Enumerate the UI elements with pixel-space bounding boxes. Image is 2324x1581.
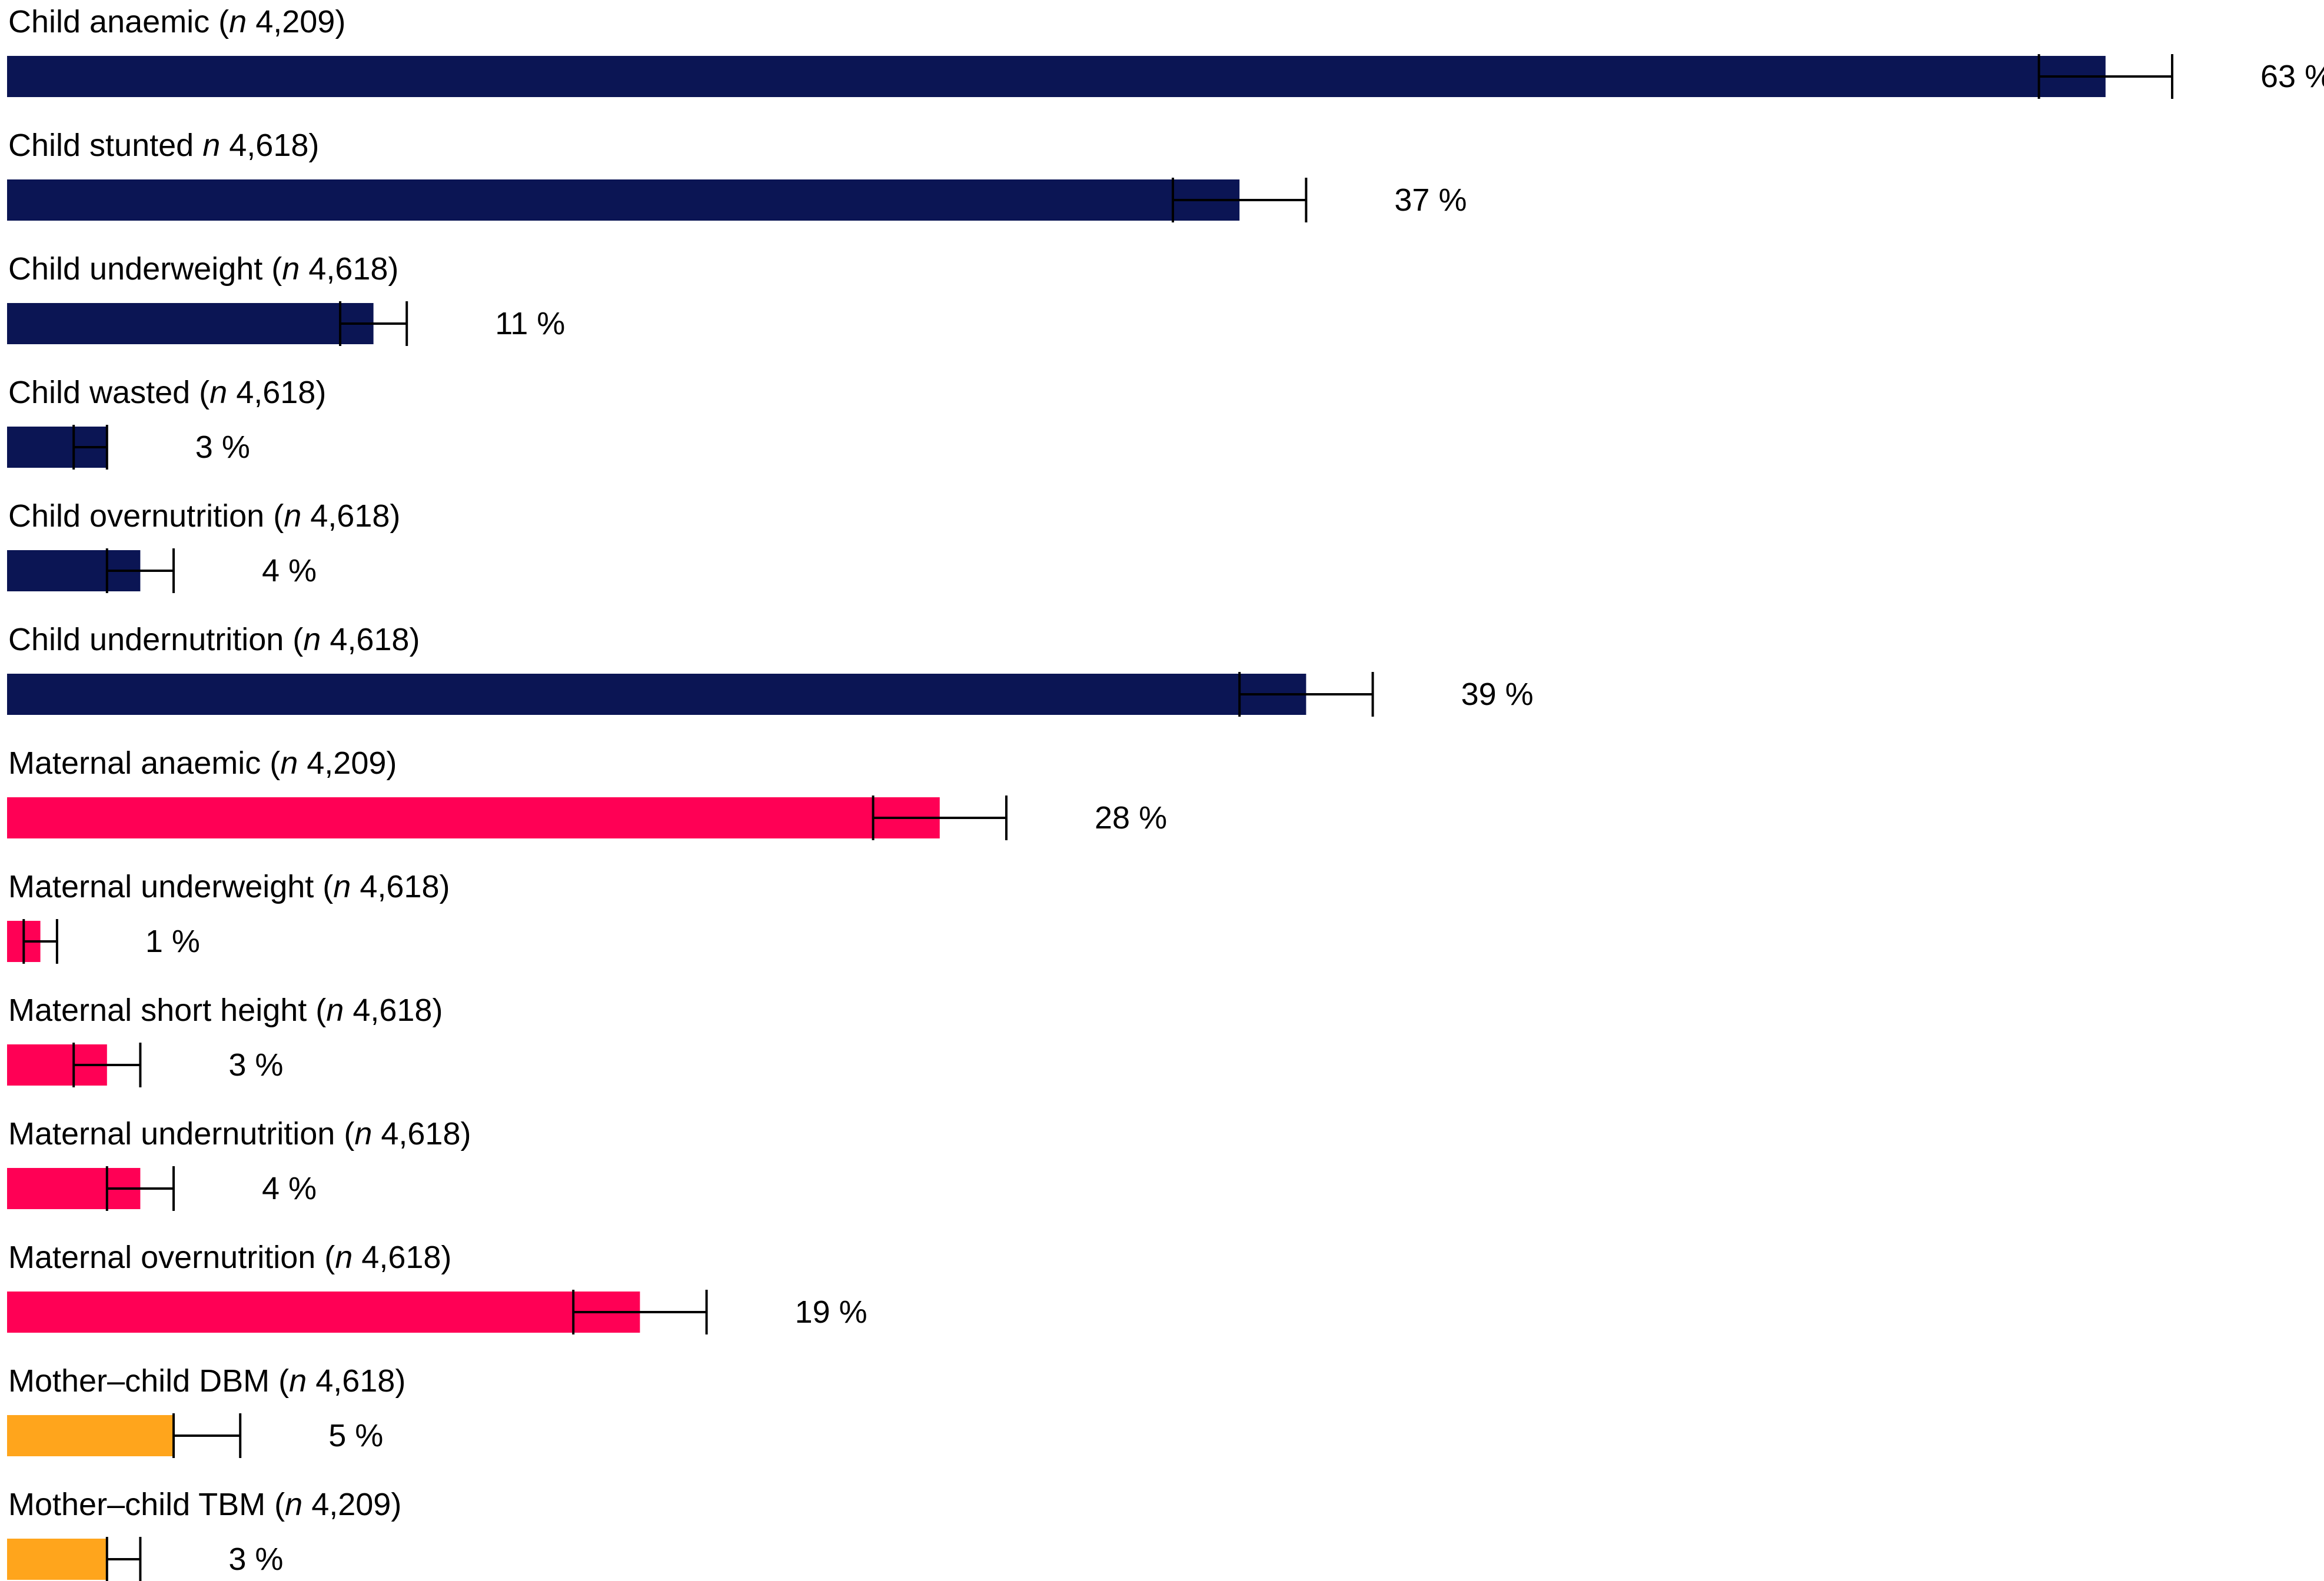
value-label-child-overnutrition: 4 % bbox=[262, 553, 317, 588]
category-label-child-stunted: Child stunted n 4,618) bbox=[8, 128, 319, 163]
category-label-maternal-short-height: Maternal short height (n 4,618) bbox=[8, 993, 443, 1028]
sample-size-symbol: n bbox=[202, 128, 220, 163]
sample-size: 4,618) bbox=[227, 375, 326, 410]
sample-size: 4,618) bbox=[351, 869, 450, 904]
category-name: Child underweight ( bbox=[8, 251, 282, 287]
category-name: Maternal underweight ( bbox=[8, 869, 333, 904]
category-label-mother-child-tbm: Mother–child TBM (n 4,209) bbox=[8, 1487, 401, 1522]
sample-size: 4,618) bbox=[300, 251, 398, 287]
sample-size: 4,618) bbox=[220, 128, 319, 163]
category-name: Maternal overnutrition ( bbox=[8, 1240, 335, 1275]
sample-size-symbol: n bbox=[284, 498, 301, 534]
value-label-child-anaemic: 63 % bbox=[2260, 59, 2324, 94]
value-label-child-wasted: 3 % bbox=[195, 430, 250, 465]
sample-size: 4,618) bbox=[344, 993, 443, 1028]
bar-child-stunted bbox=[7, 179, 1240, 221]
category-name: Child anaemic ( bbox=[8, 4, 229, 39]
bar-child-anaemic bbox=[7, 56, 2106, 97]
sample-size: 4,618) bbox=[353, 1240, 451, 1275]
category-name: Mother–child TBM ( bbox=[8, 1487, 285, 1522]
sample-size-symbol: n bbox=[229, 4, 247, 39]
value-label-maternal-undernutrition: 4 % bbox=[262, 1171, 317, 1206]
sample-size-symbol: n bbox=[333, 869, 351, 904]
category-name: Mother–child DBM ( bbox=[8, 1363, 289, 1399]
sample-size: 4,618) bbox=[307, 1363, 405, 1399]
bar-mother-child-tbm bbox=[7, 1539, 107, 1580]
sample-size: 4,209) bbox=[298, 745, 397, 781]
category-name: Child stunted bbox=[8, 128, 202, 163]
sample-size: 4,618) bbox=[372, 1116, 471, 1151]
sample-size: 4,209) bbox=[247, 4, 345, 39]
bar-maternal-anaemic bbox=[7, 797, 940, 838]
category-label-child-undernutrition: Child undernutrition (n 4,618) bbox=[8, 622, 420, 657]
sample-size-symbol: n bbox=[326, 993, 344, 1028]
sample-size-symbol: n bbox=[280, 745, 298, 781]
category-label-child-overnutrition: Child overnutrition (n 4,618) bbox=[8, 498, 400, 534]
bar-maternal-overnutrition bbox=[7, 1292, 640, 1333]
category-label-maternal-underweight: Maternal underweight (n 4,618) bbox=[8, 869, 450, 904]
sample-size: 4,618) bbox=[301, 498, 400, 534]
category-name: Maternal undernutrition ( bbox=[8, 1116, 354, 1151]
value-label-maternal-short-height: 3 % bbox=[228, 1047, 283, 1083]
category-name: Child wasted ( bbox=[8, 375, 210, 410]
sample-size: 4,618) bbox=[321, 622, 420, 657]
bar-child-undernutrition bbox=[7, 674, 1306, 715]
value-label-mother-child-tbm: 3 % bbox=[228, 1542, 283, 1577]
sample-size: 4,209) bbox=[302, 1487, 401, 1522]
category-label-child-underweight: Child underweight (n 4,618) bbox=[8, 251, 398, 287]
category-label-maternal-overnutrition: Maternal overnutrition (n 4,618) bbox=[8, 1240, 451, 1275]
bar-mother-child-dbm bbox=[7, 1415, 174, 1456]
value-label-maternal-anaemic: 28 % bbox=[1095, 800, 1167, 836]
value-label-child-undernutrition: 39 % bbox=[1461, 677, 1534, 712]
sample-size-symbol: n bbox=[282, 251, 300, 287]
category-label-mother-child-dbm: Mother–child DBM (n 4,618) bbox=[8, 1363, 405, 1399]
value-label-maternal-overnutrition: 19 % bbox=[795, 1294, 867, 1330]
sample-size-symbol: n bbox=[303, 622, 321, 657]
category-label-child-anaemic: Child anaemic (n 4,209) bbox=[8, 4, 345, 39]
category-name: Maternal anaemic ( bbox=[8, 745, 280, 781]
category-name: Child overnutrition ( bbox=[8, 498, 284, 534]
sample-size-symbol: n bbox=[285, 1487, 302, 1522]
category-name: Child undernutrition ( bbox=[8, 622, 303, 657]
value-label-maternal-underweight: 1 % bbox=[145, 924, 200, 959]
sample-size-symbol: n bbox=[335, 1240, 353, 1275]
bar-child-underweight bbox=[7, 303, 374, 344]
sample-size-symbol: n bbox=[354, 1116, 372, 1151]
category-label-maternal-anaemic: Maternal anaemic (n 4,209) bbox=[8, 745, 397, 781]
category-label-maternal-undernutrition: Maternal undernutrition (n 4,618) bbox=[8, 1116, 471, 1151]
sample-size-symbol: n bbox=[289, 1363, 307, 1399]
category-name: Maternal short height ( bbox=[8, 993, 326, 1028]
value-label-child-underweight: 11 % bbox=[495, 306, 565, 341]
sample-size-symbol: n bbox=[210, 375, 227, 410]
value-label-mother-child-dbm: 5 % bbox=[328, 1418, 383, 1453]
value-label-child-stunted: 37 % bbox=[1394, 182, 1467, 218]
category-label-child-wasted: Child wasted (n 4,618) bbox=[8, 375, 326, 410]
